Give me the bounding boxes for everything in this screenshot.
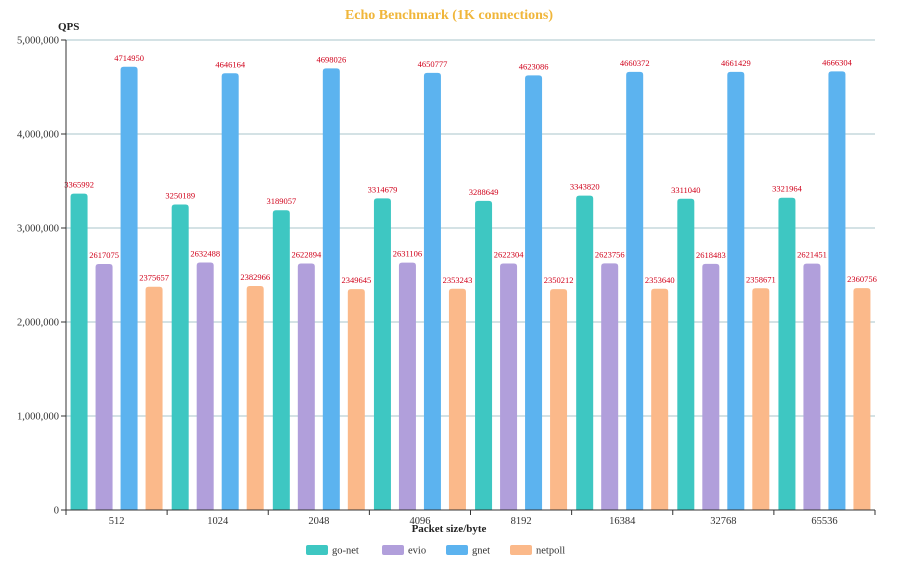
legend-label: netpoll [536,546,565,557]
y-tick-label: 0 [54,506,59,517]
bar-go-net [475,200,493,510]
y-tick-label: 1,000,000 [17,412,59,423]
data-labels: 3365992 2617075 4714950 2375657 3250189 26324… [64,53,877,285]
data-label: 3189057 [266,196,296,206]
x-tick-label: 4096 [409,516,430,527]
data-label: 4650777 [418,59,448,69]
x-tick-label: 65536 [811,516,837,527]
data-label: 2621451 [797,250,827,260]
data-label: 2622304 [494,250,525,260]
data-label: 4660372 [620,58,650,68]
bar-netpoll [448,288,466,510]
data-label: 4661429 [721,58,751,68]
data-label: 4666304 [822,57,853,67]
bar-gnet [727,71,745,510]
data-label: 2360756 [847,274,877,284]
data-label: 2622894 [291,249,322,259]
data-label: 3314679 [368,184,398,194]
x-tick-label: 2048 [308,516,329,527]
data-label: 3250189 [165,190,195,200]
bar-evio [398,262,416,510]
bar-gnet [828,71,846,510]
bar-gnet [322,68,340,510]
legend-item-go-net[interactable]: go-net [306,545,359,557]
bar-gnet [423,72,441,510]
bar-netpoll [550,289,568,510]
data-label: 4646164 [215,59,246,69]
axes: 0 1,000,000 2,000,000 3,000,000 4,000,000 5,0… [17,36,876,527]
bar-go-net [373,198,391,511]
bar-go-net [576,195,594,511]
data-label: 2375657 [139,273,169,283]
bar-netpoll [347,289,365,510]
bar-netpoll [752,288,770,510]
data-label: 2631106 [393,249,422,259]
bar-gnet [626,71,644,510]
data-label: 2353640 [645,275,675,285]
x-tick-label: 1024 [207,516,229,527]
bar-evio [95,263,113,510]
data-label: 2353243 [443,275,473,285]
legend-label: go-net [332,546,359,557]
bar-netpoll [651,288,669,510]
data-label: 3365992 [64,180,94,190]
data-label: 2618483 [696,250,726,260]
legend-swatch [382,545,404,555]
y-axis-title: QPS [58,21,79,33]
legend-item-gnet[interactable]: gnet [446,545,490,557]
data-label: 4714950 [114,53,144,63]
y-tick-label: 3,000,000 [17,224,59,235]
data-label: 3311040 [671,185,700,195]
legend-item-netpoll[interactable]: netpoll [510,545,565,557]
data-label: 2382966 [240,272,270,282]
data-label: 2349645 [341,275,371,285]
bar-go-net [171,204,189,510]
legend-swatch [306,545,328,555]
chart-title: Echo Benchmark (1K connections) [345,8,553,23]
bar-netpoll [246,286,264,510]
data-label: 3321964 [772,184,803,194]
data-label: 4623086 [519,61,549,71]
bar-evio [601,263,619,510]
data-label: 4698026 [316,54,346,64]
bar-evio [702,263,720,510]
bar-evio [500,263,518,510]
legend-label: gnet [472,546,490,557]
y-tick-label: 2,000,000 [17,318,59,329]
bar-go-net [272,210,290,510]
bar-evio [297,263,315,510]
x-tick-label: 32768 [710,516,736,527]
bar-gnet [525,75,543,510]
x-tick-label: 8192 [511,516,532,527]
data-label: 3343820 [570,182,600,192]
bar-netpoll [853,288,871,510]
bar-gnet [221,73,239,510]
legend-swatch [510,545,532,555]
data-label: 2358671 [746,274,776,284]
bar-gnet [120,66,138,510]
y-tick-label: 4,000,000 [17,130,59,141]
data-label: 3288649 [469,187,499,197]
bar-netpoll [145,286,163,510]
bar-go-net [70,193,88,511]
data-label: 2350212 [544,275,574,285]
y-tick-label: 5,000,000 [17,36,59,47]
legend-item-evio[interactable]: evio [382,545,426,557]
x-tick-label: 16384 [609,516,636,527]
data-label: 2632488 [190,249,220,259]
bar-evio [803,263,821,510]
bar-go-net [778,197,796,510]
data-label: 2623756 [595,249,625,259]
x-axis-title: Packet size/byte [412,523,487,535]
bar-go-net [677,198,695,510]
legend-swatch [446,545,468,555]
x-tick-label: 512 [109,516,125,527]
bar-evio [196,262,214,510]
bars [70,66,871,511]
legend[interactable]: go-net evio gnet netpoll [306,545,565,557]
data-label: 2617075 [89,250,119,260]
legend-label: evio [408,546,426,557]
